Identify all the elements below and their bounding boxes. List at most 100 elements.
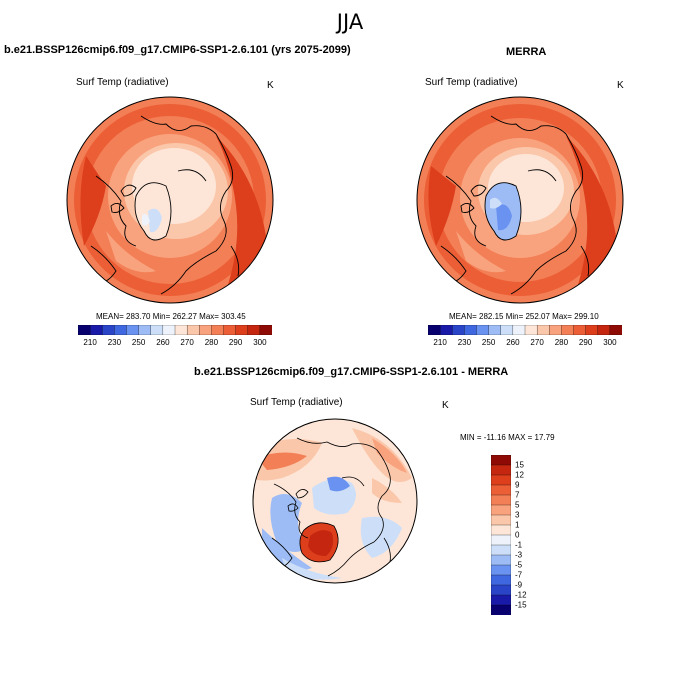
colorbar-merra-swatch (428, 325, 441, 335)
colorbar-model-tick-label: 260 (156, 338, 170, 347)
colorbar-model-tick-label: 230 (107, 338, 122, 347)
panel-title-merra: MERRA (506, 46, 547, 58)
colorbar-diff-tick-label: -3 (515, 550, 523, 560)
colorbar-labels-model: 210 230 250 260 270 280 290 300 (78, 338, 272, 350)
colorbar-diff-swatch (491, 604, 511, 615)
stats-merra: MEAN= 282.15 Min= 252.07 Max= 299.10 (449, 312, 599, 321)
colorbar-diff (491, 455, 511, 615)
colorbar-merra-tick-label: 270 (530, 338, 544, 347)
colorbar-model-swatch (89, 325, 103, 335)
colorbar-diff-swatch (491, 464, 511, 476)
colorbar-merra-swatch (524, 325, 538, 335)
units-label-model: K (267, 80, 274, 91)
variable-label-model: Surf Temp (radiative) (76, 77, 169, 88)
variable-label-diff: Surf Temp (radiative) (250, 397, 343, 408)
colorbar-merra-swatch (549, 325, 562, 335)
colorbar-diff-tick-label: -1 (515, 540, 523, 550)
colorbar-abs-merra (428, 325, 622, 335)
colorbar-diff-tick-label: 15 (515, 460, 524, 470)
units-label-diff: K (442, 400, 449, 411)
colorbar-diff-swatch (491, 574, 511, 586)
colorbar-model-swatch (162, 325, 176, 335)
colorbar-diff-tick-label: 12 (515, 470, 524, 480)
colorbar-model-tick-label: 280 (204, 338, 219, 347)
colorbar-merra-tick-label: 290 (578, 338, 593, 347)
colorbar-model-swatch (235, 325, 249, 335)
colorbar-diff-tick-label: -5 (515, 560, 523, 570)
colorbar-diff-tick-label: 5 (515, 500, 520, 510)
colorbar-merra-swatch (597, 325, 611, 335)
colorbar-diff-swatch (491, 594, 511, 606)
colorbar-merra-swatch (512, 325, 526, 335)
colorbar-merra-tick-label: 210 (433, 338, 447, 347)
panel-title-model: b.e21.BSSP126cmip6.f09_g17.CMIP6-SSP1-2.… (4, 44, 351, 56)
colorbar-model-swatch (174, 325, 188, 335)
colorbar-model-tick-label: 210 (83, 338, 97, 347)
colorbar-merra-swatch (488, 325, 502, 335)
colorbar-diff-tick-label: -7 (515, 570, 523, 580)
colorbar-merra-swatch (585, 325, 599, 335)
colorbar-model-swatch (247, 325, 261, 335)
colorbar-diff-tick-label: 1 (515, 520, 520, 530)
colorbar-merra-swatch (536, 325, 550, 335)
colorbar-diff-tick-label: 0 (515, 530, 520, 540)
colorbar-diff-swatch (491, 484, 511, 496)
colorbar-diff-swatch (491, 554, 511, 566)
colorbar-diff-tick-label: 7 (515, 490, 520, 500)
colorbar-diff-swatch (491, 504, 511, 516)
colorbar-model-swatch (78, 325, 91, 335)
colorbar-merra-swatch (476, 325, 490, 335)
colorbar-merra-swatch (500, 325, 514, 335)
colorbar-labels-diff: 15 12 9 7 5 3 1 0 -1 -3 -5 -7 -9 -12 -15 (515, 455, 545, 615)
colorbar-model-swatch (223, 325, 237, 335)
colorbar-model-swatch (199, 325, 212, 335)
colorbar-abs-model (78, 325, 272, 335)
colorbar-model-swatch (186, 325, 200, 335)
colorbar-diff-swatch (491, 494, 511, 506)
colorbar-merra-swatch (439, 325, 453, 335)
colorbar-model-tick-label: 300 (253, 338, 267, 347)
polar-map-merra (416, 96, 624, 304)
colorbar-model-swatch (138, 325, 152, 335)
main-title: JJA (336, 10, 364, 34)
colorbar-model-swatch (150, 325, 164, 335)
colorbar-model-tick-label: 290 (228, 338, 243, 347)
colorbar-merra-tick-label: 250 (481, 338, 496, 347)
colorbar-model-tick-label: 250 (131, 338, 146, 347)
colorbar-diff-tick-label: 9 (515, 480, 520, 490)
colorbar-diff-tick-label: 3 (515, 510, 520, 520)
colorbar-diff-swatch (491, 474, 511, 486)
panel-title-diff: b.e21.BSSP126cmip6.f09_g17.CMIP6-SSP1-2.… (194, 366, 509, 378)
colorbar-diff-tick-label: -9 (515, 580, 523, 590)
colorbar-model-swatch (114, 325, 127, 335)
colorbar-merra-swatch (452, 325, 465, 335)
colorbar-merra-tick-label: 280 (554, 338, 569, 347)
variable-label-merra: Surf Temp (radiative) (425, 77, 518, 88)
colorbar-labels-merra: 210 230 250 260 270 280 290 300 (428, 338, 622, 350)
polar-map-model (66, 96, 274, 304)
stats-model: MEAN= 283.70 Min= 262.27 Max= 303.45 (96, 312, 246, 321)
polar-map-difference (252, 418, 418, 584)
colorbar-merra-tick-label: 260 (506, 338, 520, 347)
colorbar-diff-swatch (491, 584, 511, 596)
colorbar-model-swatch (211, 325, 224, 335)
colorbar-model-swatch (126, 325, 140, 335)
colorbar-model-tick-label: 270 (180, 338, 194, 347)
colorbar-diff-tick-label: -12 (515, 590, 527, 600)
colorbar-model-swatch (259, 325, 272, 335)
colorbar-merra-swatch (609, 325, 622, 335)
colorbar-diff-swatch (491, 544, 511, 556)
colorbar-merra-swatch (464, 325, 477, 335)
colorbar-diff-swatch (491, 524, 511, 536)
colorbar-merra-tick-label: 300 (603, 338, 617, 347)
units-label-merra: K (617, 80, 624, 91)
colorbar-diff-swatch (491, 514, 511, 526)
colorbar-diff-tick-label: -15 (515, 600, 527, 610)
colorbar-model-swatch (102, 325, 115, 335)
stats-diff: MIN = -11.16 MAX = 17.79 (460, 433, 555, 442)
colorbar-diff-swatch (491, 455, 511, 466)
colorbar-diff-swatch (491, 564, 511, 576)
colorbar-diff-swatch (491, 534, 511, 546)
colorbar-merra-tick-label: 230 (457, 338, 472, 347)
colorbar-merra-swatch (573, 325, 587, 335)
